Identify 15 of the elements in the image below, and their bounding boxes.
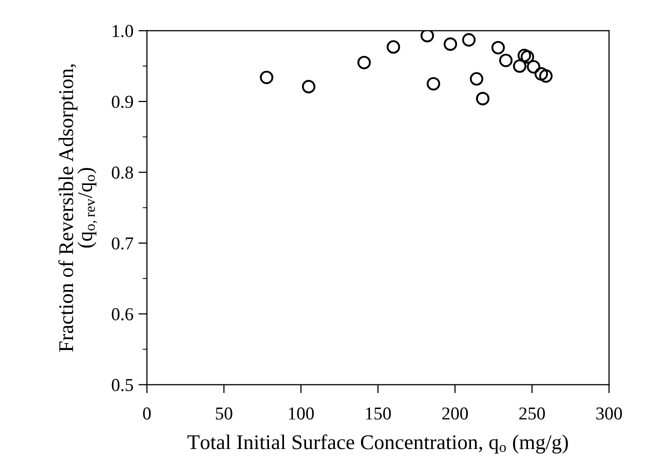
x-axis-title: Total Initial Surface Concentration, q$_{o}$ (mg/g) <box>188 434 568 454</box>
y-tick-label: 0.9 <box>112 96 133 108</box>
x-tick-label: 150 <box>366 407 391 420</box>
y-tick-label: 0.6 <box>112 308 134 320</box>
x-tick-label: 300 <box>596 407 622 420</box>
x-tick-label: 200 <box>442 407 468 420</box>
y-tick-label: 0.7 <box>112 237 134 250</box>
y-axis-title: Fraction of Reversible Adsorption, (q$_{o,rev}$/q$_{o}$) <box>58 64 98 352</box>
x-tick-label: 0 <box>143 407 151 420</box>
x-tick-label: 100 <box>288 407 314 420</box>
y-tick-label: 0.8 <box>112 166 134 179</box>
y-tick-label: 1.0 <box>112 24 134 38</box>
x-tick-label: 250 <box>519 407 545 420</box>
x-tick-label: 50 <box>216 407 232 420</box>
y-tick-label: 0.5 <box>112 378 133 392</box>
